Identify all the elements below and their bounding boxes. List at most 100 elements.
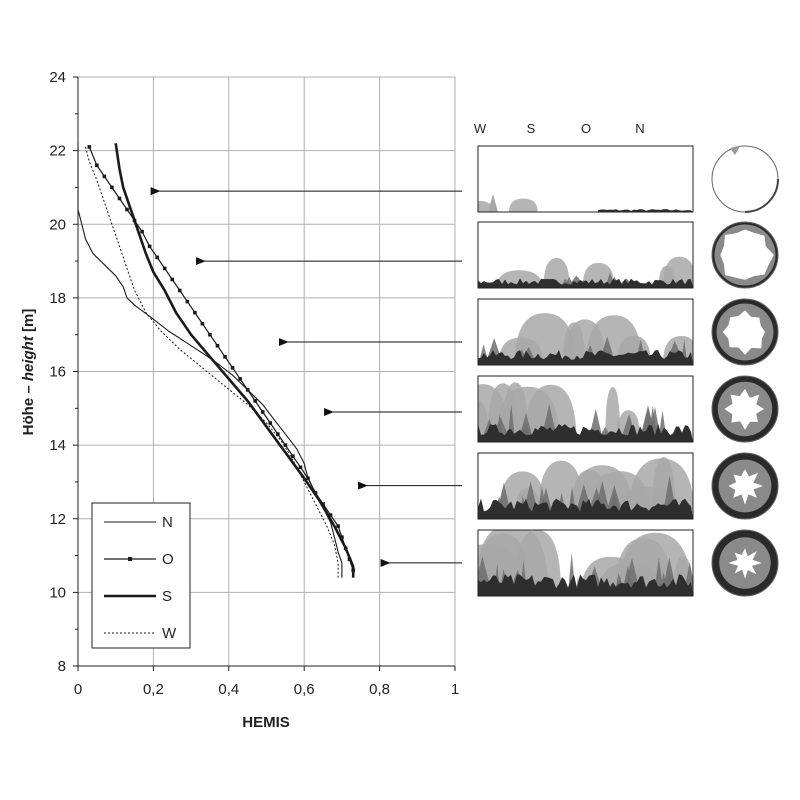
canopy-crown-light: [488, 194, 498, 212]
canopy-panels: [477, 145, 694, 597]
series-marker-o: [230, 366, 235, 370]
y-tick-label: 10: [49, 584, 66, 601]
canopy-ground-band: [478, 574, 693, 596]
y-tick-label: 16: [49, 364, 66, 381]
x-tick-label: 0,8: [369, 681, 390, 698]
series-line-s: [114, 143, 355, 578]
photo-canopy-fleck: [730, 146, 740, 155]
panel-frame: [477, 298, 694, 366]
direction-label-s: S: [527, 121, 536, 136]
panel-content: [478, 376, 693, 442]
legend-box: [91, 502, 191, 649]
series-marker-o: [238, 377, 242, 381]
hemispherical-photo: [711, 298, 779, 366]
canopy-crown-light: [502, 382, 529, 442]
series-marker-o: [155, 255, 159, 260]
series-marker-o: [140, 229, 144, 234]
y-tick-label: 20: [49, 216, 66, 233]
canopy-crown-light: [508, 198, 538, 212]
x-tick-label: 0: [74, 681, 82, 698]
panel-content: [478, 146, 693, 212]
series-marker-o: [336, 524, 340, 528]
series-marker-o: [298, 465, 303, 470]
y-tick-label: 18: [49, 290, 66, 307]
y-tick-label: 8: [58, 658, 66, 675]
canopy-panel: [477, 298, 694, 366]
series-marker-o: [253, 399, 257, 403]
x-tick-label: 1: [451, 681, 459, 698]
canopy-panel: [477, 145, 694, 213]
series-marker-o: [321, 502, 325, 506]
canopy-ground-band: [478, 423, 693, 442]
hemispherical-photo: [711, 529, 779, 597]
panel-frame: [477, 452, 694, 520]
y-tick-label: 14: [49, 437, 66, 454]
canopy-ground-band: [478, 278, 693, 288]
series-marker-o: [117, 196, 122, 201]
y-axis-label-unit: [m]: [20, 309, 37, 337]
canopy-ground-band: [478, 498, 693, 519]
legend-marker-o: [128, 557, 132, 561]
y-tick-label: 24: [49, 69, 66, 86]
direction-label-n: N: [635, 121, 644, 136]
legend: N O S W: [91, 502, 191, 649]
photo-edge-shade: [744, 178, 779, 213]
canopy-crown-light: [563, 322, 585, 365]
series-marker-o: [245, 388, 250, 392]
axes: [73, 76, 456, 671]
y-tick-label: 22: [49, 143, 66, 160]
legend-label-o: O: [162, 551, 174, 568]
series-marker-o: [208, 332, 212, 337]
legend-label-n: N: [162, 514, 173, 531]
photo-sky-gap: [720, 229, 774, 280]
direction-label-o: O: [581, 121, 591, 136]
hemispherical-photos: [711, 145, 779, 597]
series-marker-o: [328, 513, 333, 517]
photo-sky-gap: [722, 310, 765, 355]
direction-label-w: W: [474, 121, 487, 136]
canopy-ground-band: [478, 349, 693, 365]
hemispherical-photo: [711, 452, 779, 520]
y-axis-label: Höhe – height [m]: [20, 309, 37, 436]
y-axis-label-italic: height: [20, 335, 37, 381]
panel-frame: [477, 375, 694, 443]
canopy-panel: [477, 221, 694, 289]
panel-content: [478, 222, 693, 288]
canopy-panel: [477, 375, 694, 443]
series-marker-o: [276, 432, 280, 436]
photo-sky-gap: [724, 388, 765, 430]
y-axis-label-prefix: Höhe –: [20, 381, 37, 435]
series-marker-o: [340, 535, 344, 539]
legend-label-s: S: [162, 588, 172, 605]
series-marker-o: [125, 207, 129, 212]
series-marker-o: [200, 321, 205, 326]
series-marker-o: [177, 288, 182, 293]
hemispherical-photo: [711, 375, 779, 443]
series-marker-o: [185, 299, 190, 304]
series-marker-o: [87, 145, 92, 149]
x-tick-label: 0,4: [218, 681, 239, 698]
x-tick-label: 0,2: [143, 681, 164, 698]
panel-content: [478, 299, 693, 365]
x-tick-label: 0,6: [294, 681, 315, 698]
series-marker-o: [110, 185, 114, 190]
y-tick-label: 12: [49, 511, 66, 528]
series-marker-o: [162, 266, 167, 271]
series-marker-o: [170, 277, 175, 282]
panel-frame: [477, 221, 694, 289]
canopy-crown-light: [605, 386, 621, 442]
hemispherical-photo: [711, 221, 779, 289]
photo-sky-gap: [728, 548, 762, 579]
panel-sky: [478, 146, 693, 212]
series-marker-o: [147, 244, 152, 249]
series-marker-o: [306, 476, 310, 481]
panel-frame: [477, 529, 694, 597]
series-marker-o: [223, 354, 227, 359]
series-marker-o: [215, 343, 220, 348]
panel-content: [478, 530, 693, 596]
series-marker-o: [268, 421, 273, 425]
panel-content: [478, 453, 693, 519]
